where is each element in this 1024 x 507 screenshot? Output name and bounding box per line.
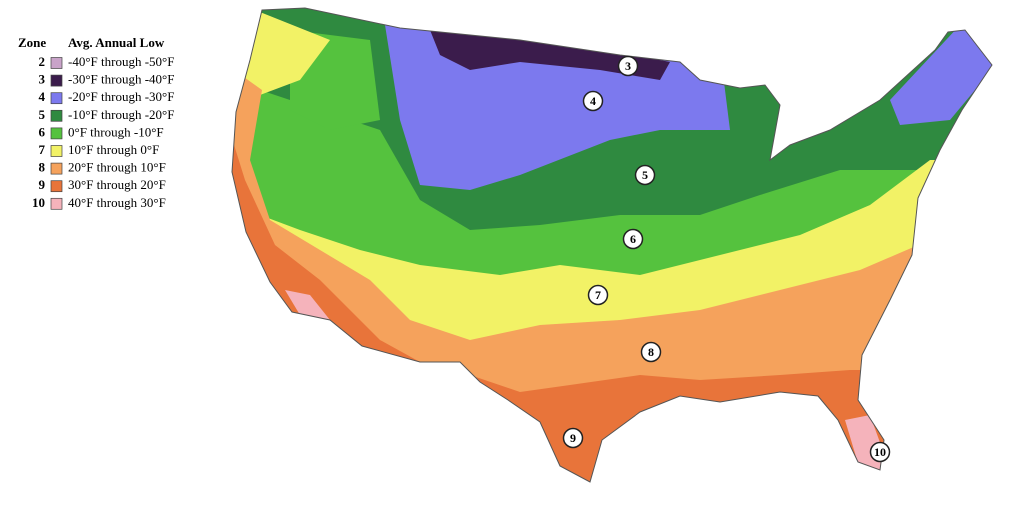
zone-swatch	[50, 92, 63, 105]
zone-range: 0°F through -10°F	[68, 124, 164, 139]
zone-swatch	[50, 145, 63, 157]
zone-number: 9	[39, 177, 46, 192]
zone-number: 5	[39, 107, 46, 122]
map-label-circle	[582, 90, 604, 112]
zone-swatch	[50, 162, 63, 175]
map-zone-label: 5	[642, 168, 648, 182]
zone-number: 3	[39, 72, 46, 87]
zone-swatch	[50, 197, 63, 210]
map-zone-label: 3	[625, 59, 631, 73]
map-regions	[232, 8, 992, 482]
map-label-circle	[562, 427, 584, 449]
us-outline	[231, 7, 993, 483]
zone-number: 2	[39, 54, 46, 69]
zone-number: 4	[39, 89, 46, 104]
zone-region	[285, 290, 330, 320]
zone-swatch	[50, 180, 63, 193]
map-zone-label: 8	[648, 345, 654, 359]
zone-range: -30°F through -40°F	[68, 72, 174, 87]
map-label-circle	[634, 164, 656, 186]
map-label-circle	[640, 341, 662, 363]
zone-range: 10°F through 0°F	[68, 142, 159, 157]
zone-region	[430, 30, 670, 80]
zone-range: 40°F through 30°F	[68, 195, 166, 210]
map-zone-label: 6	[630, 232, 636, 246]
map-zone-label: 9	[570, 431, 576, 445]
map-label-circle	[869, 441, 891, 463]
zone-number: 8	[39, 160, 46, 175]
zone-range: -40°F through -50°F	[68, 54, 174, 69]
zone-number: 10	[32, 195, 45, 210]
zone-range: 20°F through 10°F	[68, 160, 166, 175]
zone-range: -10°F through -20°F	[68, 107, 174, 122]
zone-swatch	[50, 127, 63, 140]
zone-number: 6	[39, 124, 46, 139]
zone-swatch	[50, 57, 63, 69]
map-label-circle	[587, 284, 609, 306]
zone-range: 30°F through 20°F	[68, 177, 166, 192]
zone-swatch	[50, 74, 63, 87]
map-label-circle	[622, 228, 644, 250]
legend-header: Zone	[18, 35, 46, 50]
zone-region	[890, 25, 992, 125]
map-zone-label: 10	[874, 445, 886, 459]
map-zone-label: 4	[590, 94, 596, 108]
map-zone-label: 7	[595, 288, 601, 302]
legend-header: Avg. Annual Low	[68, 35, 165, 50]
zone-swatch	[50, 109, 63, 122]
zone-number: 7	[39, 142, 46, 157]
map-label-circle	[617, 55, 639, 77]
zone-range: -20°F through -30°F	[68, 89, 174, 104]
